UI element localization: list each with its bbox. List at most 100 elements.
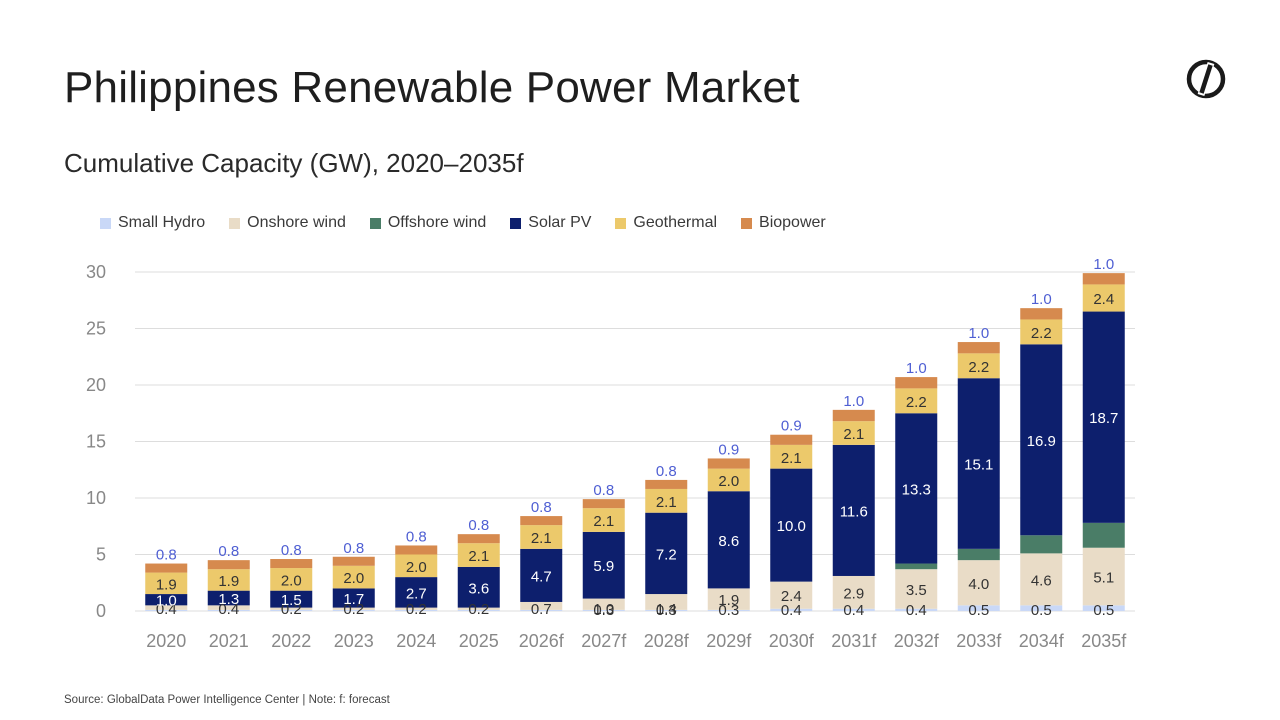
bar-segment-biopower [1020, 308, 1063, 320]
stacked-bar-chart: 0510152025300.41.01.90.820200.41.31.90.8… [86, 256, 1135, 651]
source-note: Source: GlobalData Power Intelligence Ce… [64, 694, 390, 706]
bar-segment-small-hydro [145, 609, 188, 611]
bar-segment-onshore-wind [395, 607, 438, 610]
bar-segment-onshore-wind [707, 588, 750, 610]
bar-segment-solar-pv [957, 378, 1000, 549]
data-label-onshore-wind: 2.9 [843, 585, 864, 602]
data-label-onshore-wind: 0.7 [531, 601, 552, 618]
bar-segment-onshore-wind [270, 607, 313, 610]
x-tick-label: 2030f [769, 631, 815, 651]
bar-segment-biopower [582, 499, 625, 509]
x-tick-label: 2027f [581, 631, 627, 651]
data-label-solar-pv: 7.2 [656, 546, 677, 563]
x-tick-label: 2021 [209, 631, 249, 651]
legend-label: Offshore wind [387, 214, 487, 231]
data-label-onshore-wind: 0.2 [281, 601, 302, 618]
bar-segment-biopower [895, 377, 938, 389]
data-label-solar-pv: 11.6 [840, 503, 868, 520]
y-tick-label: 30 [86, 262, 106, 282]
data-label-solar-pv: 1.3 [218, 591, 239, 608]
bar-segment-small-hydro [1082, 605, 1125, 611]
data-label-geothermal: 2.1 [656, 494, 677, 511]
x-tick-label: 2031f [831, 631, 877, 651]
legend-swatch [229, 217, 241, 229]
data-label-solar-pv: 1.7 [343, 591, 364, 608]
bar-segment-geothermal [832, 421, 875, 445]
data-label-biopower: 0.8 [156, 547, 177, 564]
bar-segment-solar-pv [770, 468, 813, 582]
bar-segment-geothermal [707, 468, 750, 492]
data-label-geothermal: 2.2 [1031, 325, 1052, 342]
data-label-small-hydro: 0.3 [656, 602, 677, 619]
data-label-biopower: 1.0 [843, 393, 864, 410]
bar-segment-onshore-wind [520, 601, 563, 610]
bar-segment-onshore-wind [645, 594, 688, 610]
data-label-small-hydro: 0.3 [593, 602, 614, 619]
x-tick-label: 2033f [956, 631, 1002, 651]
bar-segment-small-hydro [645, 609, 688, 611]
bar-segment-biopower [832, 409, 875, 422]
legend-item-solar-pv: Solar PV [510, 214, 591, 232]
chart-subtitle: Cumulative Capacity (GW), 2020–2035f [64, 148, 524, 178]
x-tick-label: 2025 [459, 631, 499, 651]
data-label-solar-pv: 1.5 [281, 592, 302, 609]
data-label-small-hydro: 0.5 [1031, 602, 1052, 619]
data-label-solar-pv: 4.7 [531, 568, 552, 585]
data-label-biopower: 0.8 [281, 542, 302, 559]
bar-segment-geothermal [645, 488, 688, 513]
data-label-biopower: 0.9 [781, 418, 802, 435]
bar-segment-solar-pv [457, 566, 500, 608]
bar-segment-solar-pv [145, 594, 188, 606]
data-label-biopower: 1.0 [1093, 256, 1114, 273]
data-label-geothermal: 2.2 [968, 359, 989, 376]
bar-segment-onshore-wind [895, 569, 938, 609]
bar-segment-solar-pv [395, 577, 438, 608]
bar-segment-onshore-wind [145, 605, 188, 610]
data-label-solar-pv: 15.1 [964, 457, 993, 474]
data-label-geothermal: 2.1 [843, 426, 864, 443]
bar-segment-biopower [332, 556, 375, 566]
bar-segment-geothermal [145, 572, 188, 595]
bar-segment-small-hydro [832, 608, 875, 611]
data-label-solar-pv: 18.7 [1089, 410, 1118, 427]
bar-segment-biopower [770, 434, 813, 445]
bar-segment-biopower [645, 479, 688, 489]
globaldata-logo-icon [1186, 59, 1226, 99]
data-label-small-hydro: 0.4 [843, 602, 864, 619]
legend-label: Small Hydro [118, 214, 206, 231]
data-label-solar-pv: 8.6 [718, 533, 739, 550]
bar-segment-onshore-wind [207, 605, 250, 610]
bar-segment-small-hydro [770, 608, 813, 611]
data-label-geothermal: 2.1 [593, 513, 614, 530]
y-tick-label: 5 [96, 545, 106, 565]
x-tick-label: 2022 [271, 631, 311, 651]
data-label-biopower: 0.8 [343, 540, 364, 557]
bar-segment-geothermal [270, 568, 313, 591]
data-label-solar-pv: 1.0 [156, 593, 177, 610]
data-label-geothermal: 1.9 [156, 576, 177, 593]
bar-segment-small-hydro [332, 609, 375, 611]
data-label-geothermal: 2.1 [781, 450, 802, 467]
data-label-small-hydro: 0.4 [906, 602, 927, 619]
bar-segment-solar-pv [1082, 311, 1125, 523]
y-tick-label: 10 [86, 488, 106, 508]
data-label-small-hydro: 0.5 [968, 602, 989, 619]
data-label-solar-pv: 13.3 [902, 481, 931, 498]
data-label-geothermal: 2.0 [281, 572, 302, 589]
bar-segment-geothermal [457, 543, 500, 567]
page-title: Philippines Renewable Power Market [64, 63, 800, 112]
data-label-biopower: 1.0 [1031, 291, 1052, 308]
y-tick-label: 0 [96, 601, 106, 621]
bar-segment-small-hydro [207, 609, 250, 611]
bar-segment-geothermal [1082, 284, 1125, 312]
legend-item-offshore-wind: Offshore wind [369, 214, 487, 232]
data-label-solar-pv: 5.9 [593, 558, 614, 575]
bar-segment-onshore-wind [770, 581, 813, 609]
bar-segment-biopower [207, 560, 250, 570]
data-label-geothermal: 2.0 [343, 570, 364, 587]
data-label-onshore-wind: 0.2 [406, 601, 427, 618]
bar-segment-onshore-wind [582, 598, 625, 610]
x-tick-label: 2034f [1019, 631, 1065, 651]
legend-swatch [510, 217, 522, 229]
data-label-solar-pv: 16.9 [1027, 433, 1056, 450]
